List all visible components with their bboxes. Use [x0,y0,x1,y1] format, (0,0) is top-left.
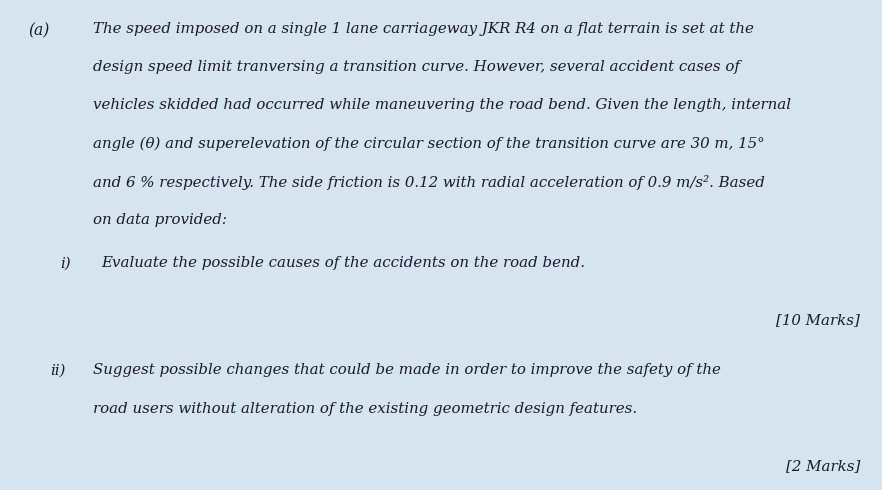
Text: Suggest possible changes that could be made in order to improve the safety of th: Suggest possible changes that could be m… [93,363,721,377]
Text: (a): (a) [28,22,49,39]
Text: vehicles skidded had occurred while maneuvering the road bend. Given the length,: vehicles skidded had occurred while mane… [93,98,790,113]
Text: on data provided:: on data provided: [93,213,227,227]
Text: design speed limit tranversing a transition curve. However, several accident cas: design speed limit tranversing a transit… [93,60,739,74]
Text: angle (θ) and superelevation of the circular section of the transition curve are: angle (θ) and superelevation of the circ… [93,137,764,151]
Text: Evaluate the possible causes of the accidents on the road bend.: Evaluate the possible causes of the acci… [101,256,586,270]
Text: i): i) [60,256,71,270]
Text: [10 Marks]: [10 Marks] [776,314,860,328]
Text: The speed imposed on a single 1 lane carriageway JKR R4 on a flat terrain is set: The speed imposed on a single 1 lane car… [93,22,753,36]
Text: and 6 % respectively. The side friction is 0.12 with radial acceleration of 0.9 : and 6 % respectively. The side friction … [93,175,765,190]
Text: [2 Marks]: [2 Marks] [786,459,860,473]
Text: ii): ii) [50,363,65,377]
Text: road users without alteration of the existing geometric design features.: road users without alteration of the exi… [93,401,637,416]
